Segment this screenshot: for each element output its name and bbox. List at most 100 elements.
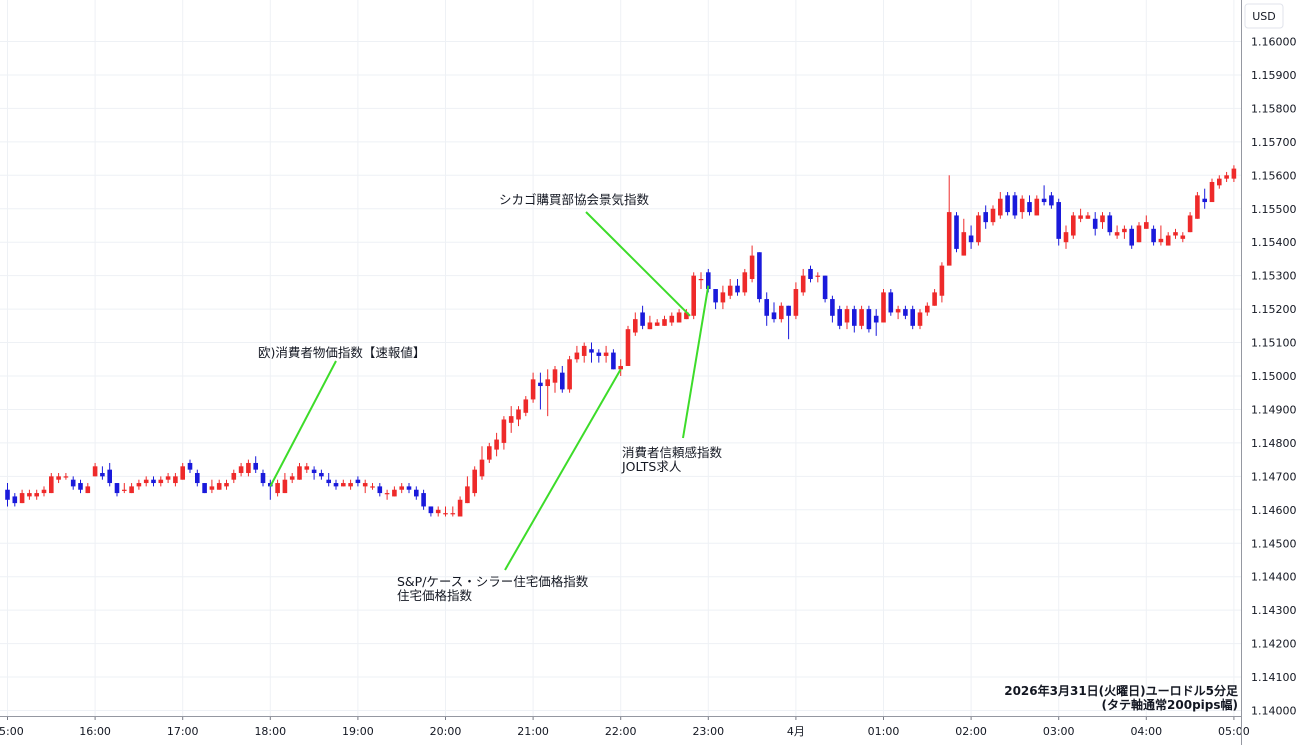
candle-up — [917, 312, 923, 326]
y-tick-label: 1.15300 — [1251, 270, 1297, 283]
y-tick-label: 1.14000 — [1251, 705, 1297, 718]
candle-up — [742, 272, 748, 293]
candle-up — [450, 513, 456, 515]
y-tick-label: 1.15700 — [1251, 136, 1297, 149]
candle-up — [1144, 222, 1149, 229]
candle-up — [976, 215, 981, 243]
candle-up — [647, 322, 653, 330]
candle-up — [1122, 228, 1127, 233]
candle-up — [1085, 215, 1091, 219]
candle-down — [1092, 218, 1098, 229]
candle-up — [19, 493, 25, 504]
candle-up — [633, 319, 638, 333]
y-tick-label: 1.14700 — [1251, 470, 1297, 483]
candle-down — [355, 479, 361, 484]
annotation-line — [269, 360, 337, 487]
y-tick-label: 1.15500 — [1251, 203, 1297, 216]
candle-down — [735, 285, 740, 293]
candle-up — [231, 473, 237, 480]
currency-badge — [1244, 3, 1284, 29]
candle-up — [779, 305, 784, 320]
candle-up — [720, 292, 726, 303]
candle-down — [260, 473, 266, 484]
candle-up — [698, 278, 704, 281]
x-tick-label: 05:00 — [1218, 725, 1250, 738]
x-tick-label: 01:00 — [868, 725, 900, 738]
candle-up — [304, 466, 310, 470]
x-tick-label: 17:00 — [167, 725, 199, 738]
candle-down — [114, 483, 120, 494]
candle-up — [209, 486, 215, 490]
annotation-line — [504, 368, 622, 571]
candle-up — [1209, 181, 1215, 203]
candle-up — [1078, 215, 1083, 219]
candle-down — [757, 252, 762, 300]
candle-up — [676, 312, 682, 323]
candle-down — [151, 479, 156, 484]
candle-up — [370, 486, 375, 488]
candle-down — [1107, 215, 1113, 233]
candle-up — [479, 459, 485, 477]
x-tick-label: 04:00 — [1130, 725, 1162, 738]
candle-up — [859, 309, 864, 326]
candle-up — [457, 499, 463, 517]
candle-up — [392, 489, 397, 497]
candle-up — [793, 289, 799, 316]
candle-down — [1041, 198, 1047, 203]
candle-up — [487, 446, 492, 460]
candle-down — [764, 299, 769, 316]
candle-up — [508, 416, 514, 423]
candle-down — [706, 272, 711, 290]
candle-down — [830, 299, 835, 316]
x-tick-label: 15:00 — [0, 725, 24, 738]
candle-up — [1114, 232, 1120, 236]
y-tick-label: 1.14200 — [1251, 638, 1297, 651]
chart-footnote: 2026年3月31日(火曜日)ユーロドル5分足 — [1004, 683, 1238, 698]
candle-down — [187, 462, 193, 470]
y-tick-label: 1.15400 — [1251, 236, 1297, 249]
candle-down — [983, 212, 988, 223]
candle-up — [348, 483, 353, 487]
candle-up — [1231, 168, 1237, 179]
x-tick-label: 18:00 — [254, 725, 286, 738]
candle-up — [49, 476, 54, 494]
candle-down — [786, 305, 791, 316]
candle-up — [925, 305, 930, 313]
candle-up — [603, 352, 609, 356]
candle-down — [822, 275, 828, 300]
annotation-label: 住宅価格指数 — [397, 588, 473, 603]
candle-up — [669, 315, 675, 323]
candle-up — [173, 476, 178, 484]
candle-up — [122, 489, 127, 491]
candle-up — [998, 198, 1003, 216]
candle-down — [1049, 195, 1054, 206]
candle-down — [1129, 228, 1134, 246]
candle-up — [946, 212, 952, 266]
candle-up — [341, 483, 346, 487]
candle-down — [866, 309, 872, 330]
candle-up — [92, 466, 98, 477]
candle-up — [1180, 235, 1186, 239]
y-tick-label: 1.14500 — [1251, 537, 1297, 550]
candle-up — [961, 232, 967, 256]
candle-down — [596, 352, 602, 356]
annotation-label: シカゴ購買部協会景気指数 — [499, 192, 650, 207]
candle-up — [494, 439, 499, 450]
candle-up — [567, 359, 572, 390]
candle-up — [165, 476, 171, 480]
candle-up — [34, 493, 39, 497]
candle-up — [224, 483, 229, 487]
candle-up — [246, 462, 251, 474]
candle-down — [107, 469, 112, 484]
y-tick-label: 1.15600 — [1251, 169, 1297, 182]
candle-down — [333, 483, 339, 487]
annotation-line — [682, 285, 710, 439]
candle-up — [1217, 178, 1222, 186]
candle-up — [727, 285, 733, 296]
candle-down — [589, 349, 594, 353]
candle-up — [297, 466, 302, 480]
candle-up — [1173, 232, 1178, 236]
candle-up — [362, 483, 368, 487]
